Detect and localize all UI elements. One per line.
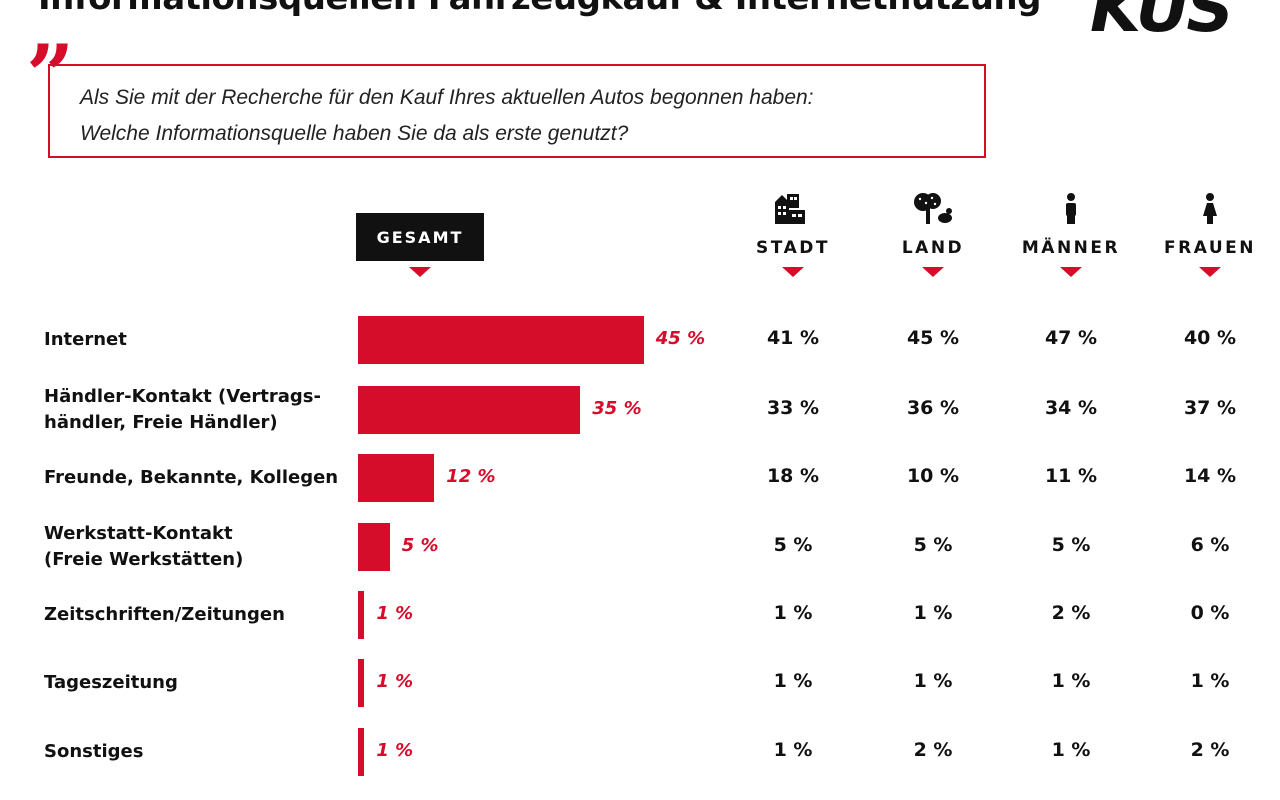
value-cell: 1 % xyxy=(773,739,813,761)
bar-value-label: 1 % xyxy=(376,603,414,624)
category-label-line: Zeitschriften/Zeitungen xyxy=(44,604,285,625)
value-cell: 40 % xyxy=(1183,327,1237,349)
category-label-line: Händler-Kontakt (Vertrags- xyxy=(44,386,321,407)
value-cell: 11 % xyxy=(1044,465,1098,487)
value-cell: 10 % xyxy=(906,465,960,487)
value-cell: 45 % xyxy=(906,327,960,349)
column-header-1: STADT xyxy=(756,238,830,258)
bar-value-label: 12 % xyxy=(446,466,496,487)
category-label: Werkstatt-Kontakt (Freie Werkstätten) xyxy=(44,521,243,573)
value-cell: 2 % xyxy=(1190,739,1230,761)
category-label-line: Sonstiges xyxy=(44,741,144,762)
value-cell: 1 % xyxy=(773,670,813,692)
gesamt-header: GESAMT xyxy=(356,213,484,261)
category-label-line: (Freie Werkstätten) xyxy=(44,549,244,570)
column-header-4: FRAUEN xyxy=(1164,238,1256,258)
value-cell: 1 % xyxy=(913,670,953,692)
value-cell: 5 % xyxy=(773,534,813,556)
column-pointer-2 xyxy=(922,267,944,277)
bar-gesamt xyxy=(358,591,365,639)
value-cell: 5 % xyxy=(913,534,953,556)
value-cell: 18 % xyxy=(766,465,820,487)
bar-gesamt xyxy=(358,659,365,707)
column-pointer-4 xyxy=(1199,267,1221,277)
category-label: Sonstiges xyxy=(44,739,143,765)
bar-value-label: 1 % xyxy=(376,671,414,692)
value-cell: 6 % xyxy=(1190,534,1230,556)
value-cell: 2 % xyxy=(1051,602,1091,624)
value-cell: 14 % xyxy=(1183,465,1237,487)
value-cell: 1 % xyxy=(1051,670,1091,692)
value-cell: 36 % xyxy=(906,397,960,419)
bar-value-label: 45 % xyxy=(655,328,706,349)
value-cell: 37 % xyxy=(1183,397,1237,419)
column-header-2: LAND xyxy=(901,238,965,258)
value-cell: 2 % xyxy=(913,739,953,761)
bar-value-label: 35 % xyxy=(592,398,642,419)
bar-gesamt xyxy=(358,728,365,776)
man-icon xyxy=(1051,192,1091,228)
value-cell: 1 % xyxy=(773,602,813,624)
category-label-line: händler, Freie Händler) xyxy=(44,412,278,433)
value-cell: 5 % xyxy=(1051,534,1091,556)
category-label-line: Freunde, Bekannte, Kollegen xyxy=(44,467,339,488)
gesamt-pointer xyxy=(409,267,431,277)
value-cell: 47 % xyxy=(1044,327,1098,349)
category-label-line: Werkstatt-Kontakt xyxy=(44,523,233,544)
category-label-line: Tageszeitung xyxy=(44,672,178,693)
category-label: Freunde, Bekannte, Kollegen xyxy=(44,465,338,491)
category-label-line: Internet xyxy=(44,329,127,350)
question-line-1: Als Sie mit der Recherche für den Kauf I… xyxy=(80,86,814,109)
question-box xyxy=(48,64,986,158)
category-label: Internet xyxy=(44,327,127,353)
question-line-2: Welche Informationsquelle haben Sie da a… xyxy=(80,122,629,145)
bar-gesamt xyxy=(358,316,644,364)
quote-icon: ” xyxy=(26,26,75,125)
category-label: Händler-Kontakt (Vertrags-händler, Freie… xyxy=(44,384,321,436)
column-header-3: MÄNNER xyxy=(1021,238,1121,258)
bar-gesamt xyxy=(358,454,435,502)
column-pointer-3 xyxy=(1060,267,1082,277)
value-cell: 1 % xyxy=(913,602,953,624)
woman-icon xyxy=(1190,192,1230,228)
column-pointer-1 xyxy=(782,267,804,277)
bar-value-label: 1 % xyxy=(376,740,414,761)
bar-value-label: 5 % xyxy=(401,535,439,556)
category-label: Zeitschriften/Zeitungen xyxy=(44,602,285,628)
value-cell: 1 % xyxy=(1190,670,1230,692)
tree-chicken-icon xyxy=(913,192,953,228)
value-cell: 0 % xyxy=(1190,602,1230,624)
city-buildings-icon xyxy=(773,192,813,228)
question-text: Als Sie mit der Recherche für den Kauf I… xyxy=(80,80,814,152)
logo: KUS xyxy=(1090,0,1234,47)
value-cell: 1 % xyxy=(1051,739,1091,761)
value-cell: 33 % xyxy=(766,397,820,419)
category-label: Tageszeitung xyxy=(44,670,178,696)
bar-gesamt xyxy=(358,523,390,571)
value-cell: 34 % xyxy=(1044,397,1098,419)
bar-gesamt xyxy=(358,386,581,434)
page-title: Informationsquellen Fahrzeugkauf & Inter… xyxy=(38,0,1041,18)
value-cell: 41 % xyxy=(766,327,820,349)
